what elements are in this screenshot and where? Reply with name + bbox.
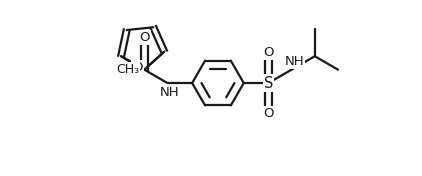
Text: O: O	[132, 61, 143, 74]
Text: NH: NH	[160, 86, 179, 99]
Text: CH₃: CH₃	[116, 63, 139, 76]
Text: O: O	[263, 107, 273, 120]
Text: O: O	[263, 46, 273, 59]
Text: S: S	[264, 76, 273, 90]
Text: O: O	[139, 31, 149, 44]
Text: NH: NH	[285, 55, 304, 68]
